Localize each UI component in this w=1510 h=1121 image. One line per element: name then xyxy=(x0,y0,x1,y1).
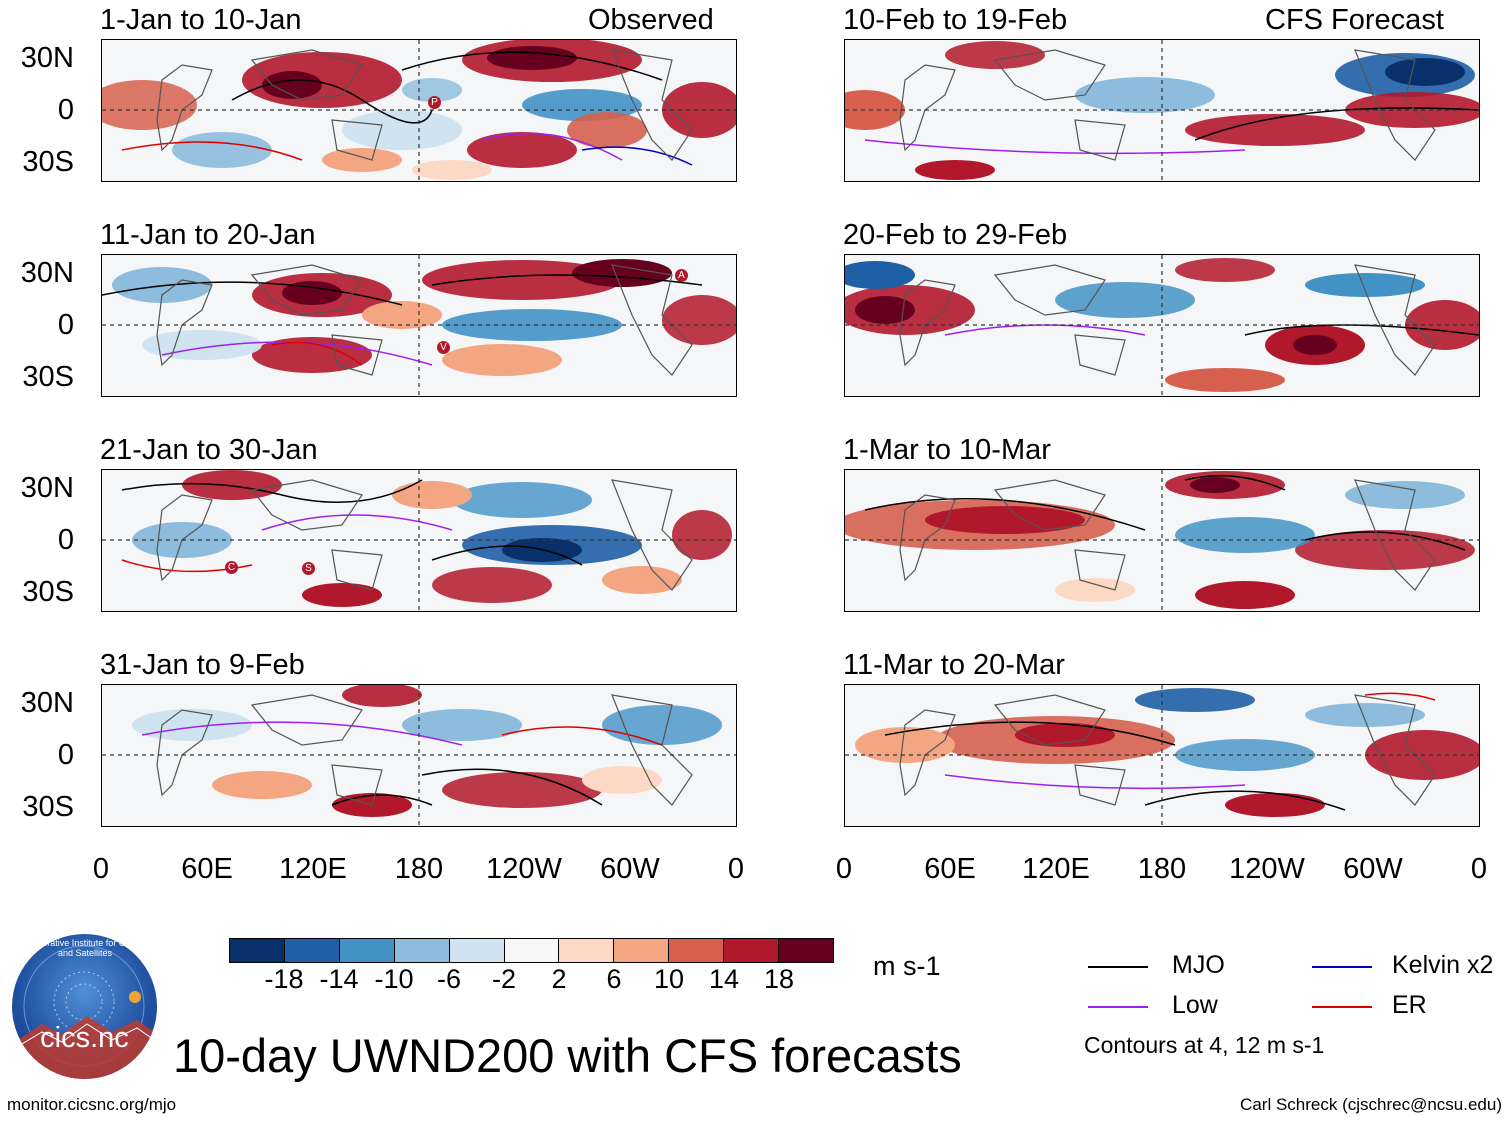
logo-ring-text: Cooperative Institute for Climate and Sa… xyxy=(20,938,150,958)
legend-label-er: ER xyxy=(1392,991,1427,1019)
cics-logo: cics.nc xyxy=(12,934,157,1079)
lon-label: 180 xyxy=(1137,853,1187,885)
lat-label-eq: 0 xyxy=(57,309,74,341)
lat-label-30s: 30S xyxy=(22,146,74,178)
lat-label-30s: 30S xyxy=(22,576,74,608)
lon-label: 60W xyxy=(600,853,660,885)
legend-line-er xyxy=(1312,1006,1372,1008)
colorbar-tick-label: 10 xyxy=(653,964,685,994)
panel-title-r2: 20-Feb to 29-Feb xyxy=(843,219,1068,251)
panel-title-l3: 21-Jan to 30-Jan xyxy=(100,434,318,466)
panel-title-l4: 31-Jan to 9-Feb xyxy=(100,649,305,681)
map-panel-l3 xyxy=(101,469,737,612)
panel-title-l1: 1-Jan to 10-Jan xyxy=(100,4,302,36)
colorbar-segment xyxy=(230,939,284,962)
legend-label-mjo: MJO xyxy=(1172,951,1225,979)
legend-line-mjo xyxy=(1088,966,1148,968)
colorbar-segment xyxy=(723,939,779,962)
colorbar-tick-label: -14 xyxy=(319,964,359,994)
colorbar-segment xyxy=(668,939,724,962)
lon-label: 0 xyxy=(835,853,853,885)
colorbar-segment xyxy=(393,939,449,962)
map-panel-r2 xyxy=(844,254,1480,397)
contour-note: Contours at 4, 12 m s-1 xyxy=(1084,1032,1325,1058)
colorbar-segment xyxy=(338,939,394,962)
map-panel-l4 xyxy=(101,684,737,827)
colorbar-tick-label: 6 xyxy=(606,964,622,994)
lon-label: 120W xyxy=(486,853,562,885)
panel-title-l2: 11-Jan to 20-Jan xyxy=(100,219,316,251)
colorbar-segment xyxy=(283,939,339,962)
storm-marker: A xyxy=(675,269,688,282)
lon-label: 180 xyxy=(394,853,444,885)
map-panel-r1 xyxy=(844,39,1480,182)
lon-label: 120E xyxy=(1022,853,1090,885)
colorbar-segment xyxy=(448,939,504,962)
panel-title-r1: 10-Feb to 19-Feb xyxy=(843,4,1068,36)
map-panel-r3 xyxy=(844,469,1480,612)
colorbar-tick-label: 2 xyxy=(551,964,567,994)
colorbar-tick-label: -18 xyxy=(264,964,304,994)
lon-label: 60E xyxy=(924,853,976,885)
colorbar-tick-label: -6 xyxy=(436,964,462,994)
storm-marker: V xyxy=(437,341,450,354)
map-panel-l2 xyxy=(101,254,737,397)
lat-label-30n: 30N xyxy=(20,42,74,74)
colorbar-segment xyxy=(613,939,669,962)
colorbar-tick-label: -2 xyxy=(491,964,517,994)
lat-label-30s: 30S xyxy=(22,791,74,823)
lat-label-eq: 0 xyxy=(57,739,74,771)
logo-text: cics.nc xyxy=(40,1022,129,1054)
storm-marker: C xyxy=(225,561,238,574)
observed-label: Observed xyxy=(588,4,714,36)
lat-label-30s: 30S xyxy=(22,361,74,393)
legend-label-kelvin: Kelvin x2 xyxy=(1392,951,1494,979)
legend-label-low: Low xyxy=(1172,991,1218,1019)
lat-label-30n: 30N xyxy=(20,472,74,504)
storm-marker: S xyxy=(302,562,315,575)
legend-line-kelvin xyxy=(1312,966,1372,968)
map-panel-l1 xyxy=(101,39,737,182)
panel-title-r3: 1-Mar to 10-Mar xyxy=(843,434,1051,466)
legend-line-low xyxy=(1088,1006,1148,1008)
lat-label-eq: 0 xyxy=(57,94,74,126)
lat-label-30n: 30N xyxy=(20,257,74,289)
lon-label: 60E xyxy=(181,853,233,885)
figure-title: 10-day UWND200 with CFS forecasts xyxy=(173,1029,962,1082)
footer-credit: Carl Schreck (cjschrec@ncsu.edu) xyxy=(1240,1095,1502,1114)
colorbar-tick-label: -10 xyxy=(374,964,414,994)
storm-marker: P xyxy=(428,96,441,109)
lon-label: 0 xyxy=(727,853,745,885)
lat-label-eq: 0 xyxy=(57,524,74,556)
lon-label: 60W xyxy=(1343,853,1403,885)
logo-graphic-icon xyxy=(12,945,157,1079)
colorbar-segment xyxy=(503,939,559,962)
colorbar-units: m s-1 xyxy=(873,951,941,981)
lon-label: 0 xyxy=(92,853,110,885)
panel-title-r4: 11-Mar to 20-Mar xyxy=(843,649,1065,681)
colorbar-segment xyxy=(558,939,614,962)
cfs-forecast-label: CFS Forecast xyxy=(1265,4,1444,36)
colorbar-tick-label: 18 xyxy=(763,964,795,994)
lon-label: 120W xyxy=(1229,853,1305,885)
lat-label-30n: 30N xyxy=(20,687,74,719)
lon-label: 120E xyxy=(279,853,347,885)
colorbar xyxy=(229,938,834,963)
lon-label: 0 xyxy=(1470,853,1488,885)
colorbar-tick-label: 14 xyxy=(708,964,740,994)
map-panel-r4 xyxy=(844,684,1480,827)
footer-url[interactable]: monitor.cicsnc.org/mjo xyxy=(7,1095,177,1114)
colorbar-segment xyxy=(778,939,833,962)
